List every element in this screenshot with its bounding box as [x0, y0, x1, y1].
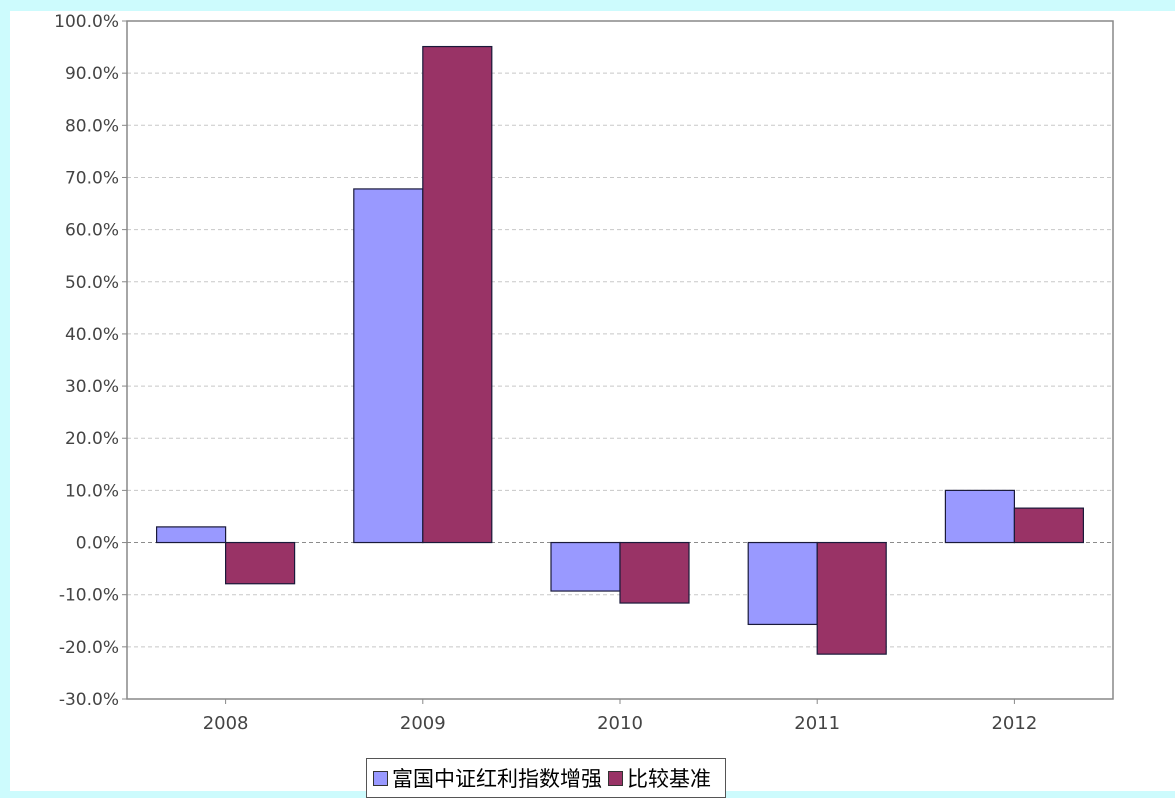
y-tick-label: -30.0% [59, 690, 119, 710]
bar-2008-series-2 [225, 541, 296, 585]
bar-2012-series-2 [1013, 507, 1085, 544]
x-tick-label: 2008 [203, 713, 249, 734]
bar-2008-series-1 [156, 526, 227, 544]
legend-swatch-series-1 [373, 770, 388, 786]
legend-label-series-2: 比较基准 [627, 767, 711, 791]
y-tick-label: 30.0% [65, 377, 119, 397]
bar-chart: 100.0% 90.0% 80.0% 70.0% 60.0% 50.0% 40.0% 30.0… [54, 12, 1114, 734]
bar-2009-series-2 [422, 45, 493, 544]
bar-2012-series-1 [944, 489, 1016, 544]
y-tick-label: 40.0% [65, 325, 119, 345]
y-tick-label: 90.0% [65, 64, 119, 84]
y-tick-label: 20.0% [65, 429, 119, 449]
legend: 富国中证红利指数增强 比较基准 [366, 758, 726, 798]
y-tick-label: 10.0% [65, 481, 119, 501]
legend-swatch-series-2 [608, 770, 623, 786]
bar-2011-series-1 [747, 541, 818, 626]
y-tick-label: -20.0% [59, 638, 119, 658]
x-tick-label: 2010 [597, 713, 643, 734]
y-tick-label: -10.0% [59, 586, 119, 606]
x-tick-label: 2012 [991, 713, 1037, 734]
legend-item-series-2: 比较基准 [608, 763, 711, 793]
y-tick-label: 70.0% [65, 168, 119, 188]
bar-2010-series-1 [550, 541, 621, 592]
y-tick-label: 50.0% [65, 273, 119, 293]
bar-2011-series-2 [816, 541, 887, 655]
legend-item-series-1: 富国中证红利指数增强 [373, 763, 602, 793]
x-axis: 2008 2009 2010 2011 2012 [203, 699, 1037, 734]
y-tick-label: 100.0% [54, 12, 119, 32]
y-tick-label: 80.0% [65, 116, 119, 136]
y-tick-label: 60.0% [65, 221, 119, 241]
x-tick-label: 2009 [400, 713, 446, 734]
bars [156, 45, 1085, 655]
chart-area: 100.0% 90.0% 80.0% 70.0% 60.0% 50.0% 40.0% 30.0… [10, 11, 1175, 798]
y-tick-label: 0.0% [76, 534, 119, 554]
y-axis: 100.0% 90.0% 80.0% 70.0% 60.0% 50.0% 40.0% 30.0… [54, 12, 127, 710]
bar-2010-series-2 [619, 541, 690, 604]
x-tick-label: 2011 [794, 713, 840, 734]
legend-label-series-1: 富国中证红利指数增强 [392, 767, 602, 791]
bar-2009-series-1 [353, 188, 424, 544]
